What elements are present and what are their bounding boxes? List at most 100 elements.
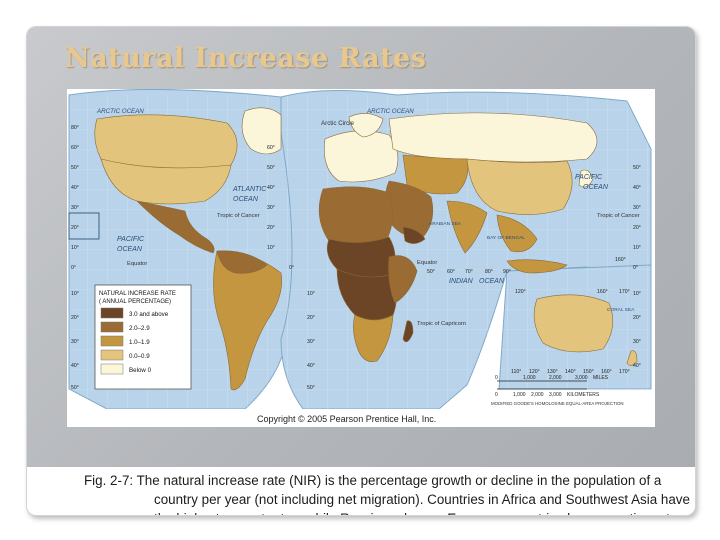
lon-eq-1: 60°: [447, 269, 455, 275]
label-arctic-ocean-e: ARCTIC OCEAN: [366, 108, 414, 115]
lat-mid-8: 20°: [307, 315, 315, 321]
lat-mid-5: 10°: [267, 245, 275, 251]
scale-mile-3: 3,000: [575, 375, 588, 381]
lat-right-2: 30°: [633, 205, 641, 211]
legend-title: NATURAL INCREASE RATE: [99, 291, 176, 297]
latitude-labels: 80° 60° 50° 40° 30° 20° 10° 0° 10° 20° 3…: [71, 125, 641, 391]
lat-mid-6: 0°: [289, 265, 294, 271]
scale-mile-0: 0: [495, 375, 498, 381]
legend-swatch-4: [100, 363, 124, 375]
label-pacific-e: PACIFIC: [575, 174, 603, 181]
land-southern-africa: [353, 314, 394, 362]
lon-pac-1: 160°: [597, 289, 608, 295]
slide-frame: Natural Increase Rates: [26, 26, 696, 516]
label-tropic-capricorn: Tropic of Capricorn: [417, 321, 466, 327]
lat-left-12: 50°: [71, 385, 79, 391]
lat-left-8: 10°: [71, 291, 79, 297]
map-figure: ARCTIC OCEAN ARCTIC OCEAN Arctic Circle …: [67, 89, 655, 427]
landmasses: [94, 107, 638, 391]
lon-bottom-0: 110°: [511, 369, 521, 375]
land-india: [446, 200, 488, 254]
scale-mile-2: 2,000: [549, 375, 562, 381]
lat-left-10: 30°: [71, 339, 79, 345]
lat-left-7: 0°: [71, 265, 76, 271]
land-china: [466, 158, 573, 215]
lat-mid-3: 30°: [267, 205, 275, 211]
scale-km-1: 1,000: [513, 392, 526, 398]
scale-km-label: KILOMETERS: [567, 392, 600, 398]
lat-mid-2: 40°: [267, 185, 275, 191]
land-indonesia: [506, 259, 568, 274]
land-australia: [533, 294, 614, 353]
scale-miles-label: MILES: [593, 375, 609, 381]
label-bay-of-bengal: BAY OF BENGAL: [487, 235, 525, 241]
slide-title: Natural Increase Rates: [65, 43, 427, 74]
scale-km-2: 2,000: [531, 392, 544, 398]
lat-right-9: 40°: [633, 363, 641, 369]
label-tropic-cancer-w: Tropic of Cancer: [217, 213, 260, 219]
lat-mid-7: 10°: [307, 291, 315, 297]
land-central-asia: [402, 154, 469, 195]
lat-mid-0: 60°: [267, 145, 275, 151]
label-equator-w: Equator: [127, 261, 147, 267]
lat-mid-1: 50°: [267, 165, 275, 171]
lat-left-5: 20°: [71, 225, 79, 231]
label-arctic-circle: Arctic Circle: [321, 120, 355, 127]
lon-eq-4: 90°: [503, 269, 511, 275]
figure-caption: Fig. 2-7: The natural increase rate (NIR…: [84, 473, 690, 515]
lon-bottom-1: 120°: [529, 369, 540, 375]
legend-swatch-0: [100, 307, 124, 319]
lon-bottom-5: 160°: [601, 369, 612, 375]
lat-left-6: 10°: [71, 245, 79, 251]
lat-left-11: 40°: [71, 363, 79, 369]
lon-top: 160°: [615, 257, 626, 263]
longitude-labels: 50° 60° 70° 80° 90° 120° 160° 170° 160° …: [427, 257, 630, 375]
legend-label-0: 3.0 and above: [129, 311, 169, 318]
lat-left-4: 30°: [71, 205, 79, 211]
lat-right-5: 0°: [633, 265, 638, 271]
legend-subtitle: ( ANNUAL PERCENTAGE): [99, 299, 171, 305]
world-map: ARCTIC OCEAN ARCTIC OCEAN Arctic Circle …: [67, 89, 655, 427]
lat-right-8: 30°: [633, 339, 641, 345]
line-labels: Tropic of Cancer Tropic of Cancer Tropic…: [127, 213, 640, 327]
lat-right-7: 20°: [633, 315, 641, 321]
lat-mid-9: 30°: [307, 339, 315, 345]
land-new-zealand: [626, 350, 638, 366]
lon-bottom-4: 150°: [583, 369, 594, 375]
land-south-america: [213, 250, 282, 391]
label-arabian-sea: ARABIAN SEA: [429, 221, 462, 227]
lat-mid-4: 20°: [267, 225, 275, 231]
lat-right-6: 10°: [633, 291, 641, 297]
legend-label-3: 0.0–0.9: [129, 353, 150, 360]
legend-swatch-1: [100, 321, 124, 333]
legend-label-2: 1.0–1.9: [129, 339, 150, 346]
land-arabia-south: [402, 226, 426, 244]
scale-km-0: 0: [495, 392, 498, 398]
land-se-asia: [496, 214, 538, 253]
legend-label-1: 2.0–2.9: [129, 325, 150, 332]
land-north-africa: [318, 186, 393, 245]
legend-swatch-3: [100, 349, 124, 361]
lat-right-0: 50°: [633, 165, 641, 171]
ocean-labels: ARCTIC OCEAN ARCTIC OCEAN Arctic Circle …: [96, 108, 635, 313]
lon-bottom-6: 170°: [619, 369, 630, 375]
lon-eq-0: 50°: [427, 269, 435, 275]
lon-bottom-2: 130°: [547, 369, 558, 375]
land-greenland: [241, 107, 282, 155]
lon-eq-2: 70°: [465, 269, 473, 275]
label-pacific-w: PACIFIC: [117, 236, 145, 243]
lat-mid-10: 40°: [307, 363, 315, 369]
label-pacific-e-ocean: OCEAN: [583, 184, 609, 191]
land-south-america-north: [216, 250, 268, 274]
hawaii-inset-box: [68, 212, 100, 240]
label-equator-e: Equator: [417, 260, 437, 266]
land-japan: [578, 169, 594, 188]
label-indian: INDIAN: [449, 278, 474, 285]
label-tropic-cancer-e: Tropic of Cancer: [597, 213, 640, 219]
land-madagascar: [402, 320, 414, 343]
land-east-africa: [388, 255, 418, 304]
land-europe: [324, 130, 399, 183]
land-scandinavia: [348, 113, 384, 138]
lon-eq-3: 80°: [485, 269, 493, 275]
scale-km-3: 3,000: [549, 392, 562, 398]
